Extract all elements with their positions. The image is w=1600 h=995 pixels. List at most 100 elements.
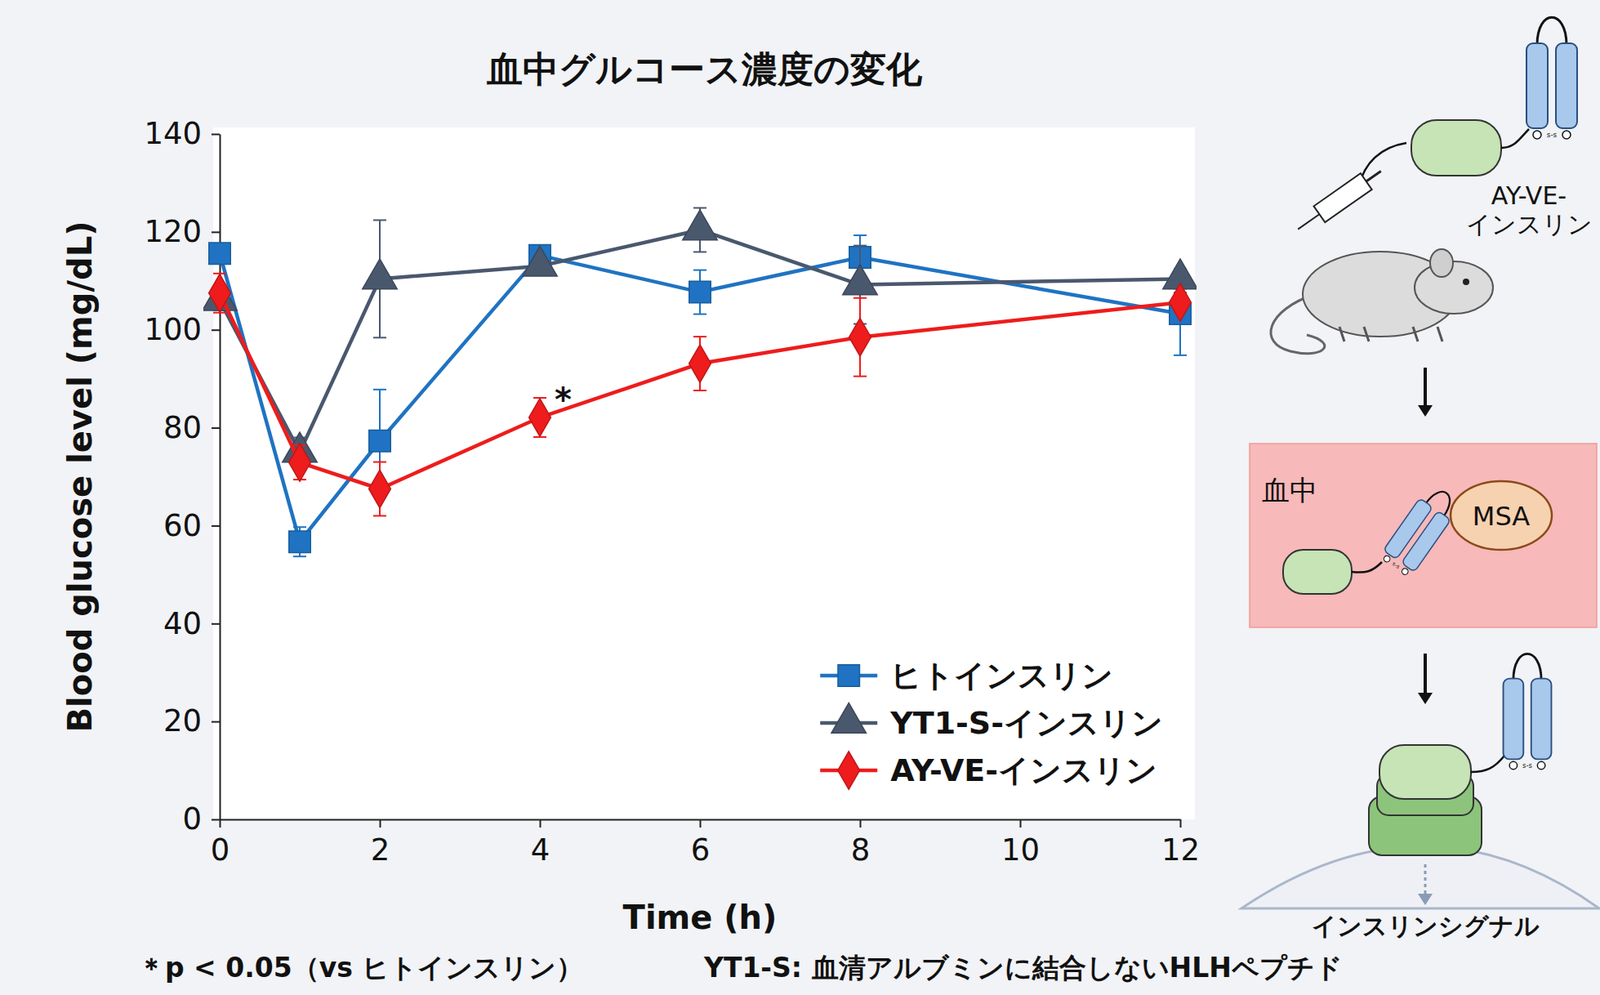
y-tick-label: 60 xyxy=(163,508,202,544)
title: 血中グルコース濃度の変化 xyxy=(485,48,923,90)
albumin xyxy=(1450,481,1552,550)
y-tick: 80 xyxy=(163,410,220,446)
cys xyxy=(1382,554,1391,563)
cys xyxy=(1562,130,1571,139)
error-bar-cap xyxy=(853,297,867,299)
error-bar-cap xyxy=(693,335,707,338)
x-tick-mark xyxy=(860,819,862,828)
albumin-label: MSA xyxy=(1472,500,1531,532)
x-tick-mark xyxy=(699,819,702,828)
eye xyxy=(1462,278,1470,286)
helix xyxy=(1503,678,1525,760)
y-axis-line xyxy=(219,134,222,821)
series-line xyxy=(219,293,1181,490)
y-tick: 20 xyxy=(163,703,220,739)
ear xyxy=(1430,249,1453,277)
y-tick: 100 xyxy=(143,311,220,348)
bond-label: s-s xyxy=(1546,130,1558,139)
background xyxy=(0,0,1600,995)
error-bar-cap xyxy=(693,313,707,316)
y-tick-mark xyxy=(211,819,220,821)
error-bar-cap xyxy=(853,375,867,378)
error-bar-cap xyxy=(373,388,387,391)
arrow xyxy=(1417,864,1433,905)
arrow xyxy=(1417,653,1433,705)
annotation: * xyxy=(554,380,572,419)
head xyxy=(1414,261,1494,314)
legend-item: ヒトインスリン xyxy=(820,657,1114,694)
helix xyxy=(1555,43,1578,129)
error-bar-cap xyxy=(1173,354,1187,357)
error-bar-cap xyxy=(373,514,387,517)
x-tick-mark xyxy=(1020,819,1022,828)
arrow-shaft xyxy=(1423,653,1427,695)
y-tick-mark xyxy=(211,231,220,233)
insulin xyxy=(1411,120,1502,176)
error-bar-cap xyxy=(293,555,307,558)
marker xyxy=(522,245,558,277)
x-tick: 4 xyxy=(530,819,551,868)
legend-marker xyxy=(837,664,860,687)
linker xyxy=(1351,561,1382,573)
y-tick-mark xyxy=(211,525,220,527)
x-tick-mark xyxy=(379,819,382,828)
loop xyxy=(1513,653,1542,680)
barrel xyxy=(1314,173,1373,223)
needle xyxy=(1297,213,1320,229)
linker xyxy=(1501,129,1529,148)
x-tick-label: 12 xyxy=(1161,832,1200,868)
legend-item: YT1-S-インスリン xyxy=(820,702,1164,741)
marker xyxy=(289,443,312,482)
marker xyxy=(1169,283,1192,321)
marker xyxy=(689,344,712,383)
legend-label: YT1-S-インスリン xyxy=(889,704,1164,741)
series-line xyxy=(219,253,1181,542)
plot-marks xyxy=(203,207,1197,557)
blood-box xyxy=(1249,443,1597,628)
y-tick-mark xyxy=(211,329,220,331)
helix xyxy=(1531,678,1552,760)
x-tick-mark xyxy=(1180,819,1182,828)
error-bar-cap xyxy=(853,234,867,237)
legend-label: AY-VE-インスリン xyxy=(890,752,1158,789)
error-bar-cap xyxy=(853,245,867,247)
legend-item: AY-VE-インスリン xyxy=(820,751,1158,789)
y-tick: 0 xyxy=(182,801,220,837)
bond-label: s-s xyxy=(1390,560,1402,571)
series xyxy=(209,273,1192,517)
x-tick: 12 xyxy=(1161,819,1200,868)
marker xyxy=(689,280,711,303)
x-tick-label: 4 xyxy=(530,832,551,868)
x-tick: 8 xyxy=(851,819,871,868)
drug-label: AY-VE-インスリン xyxy=(1466,181,1593,239)
x-tick: 2 xyxy=(370,819,391,868)
marker xyxy=(849,318,872,357)
error-bar-cap xyxy=(373,336,387,339)
arrow-head xyxy=(1417,893,1433,905)
plot-background xyxy=(213,127,1195,820)
bond-label: s-s xyxy=(1522,761,1534,770)
marker xyxy=(529,398,552,437)
y-tick-label: 20 xyxy=(163,703,202,739)
leg xyxy=(1412,326,1418,342)
syringe xyxy=(1292,163,1387,238)
y-tick-mark xyxy=(211,133,220,136)
y-tick-mark xyxy=(211,721,220,723)
plunger xyxy=(1366,170,1382,182)
y-tick: 60 xyxy=(163,508,220,544)
y-tick-label: 140 xyxy=(143,115,202,152)
insulin xyxy=(1379,744,1471,799)
x-axis-title: Time (h) xyxy=(623,898,778,936)
marker xyxy=(289,530,311,553)
marker xyxy=(362,258,397,290)
x-tick-label: 2 xyxy=(370,832,391,868)
arrow xyxy=(1417,367,1433,417)
marker xyxy=(682,209,718,241)
error-bar-cap xyxy=(693,389,707,392)
y-tick: 40 xyxy=(163,606,220,642)
error-bar-cap xyxy=(373,461,387,464)
x-tick: 0 xyxy=(210,819,231,868)
blood-label: 血中 xyxy=(1261,473,1318,507)
leg xyxy=(1339,326,1345,342)
cys xyxy=(1400,566,1409,575)
